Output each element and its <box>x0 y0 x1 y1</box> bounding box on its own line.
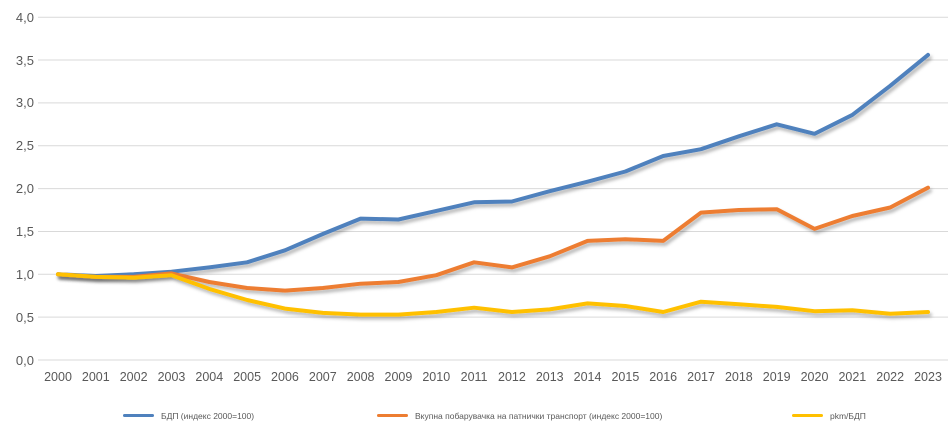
series-line-bdp <box>56 52 930 278</box>
y-axis-tick-label: 1,5 <box>15 223 34 239</box>
gridlines-layer <box>38 16 948 361</box>
y-axis-tick-label: 4,0 <box>15 9 34 25</box>
legend-label: pkm/БДП <box>830 410 866 421</box>
x-axis-tick-label: 2010 <box>422 370 451 384</box>
x-axis-tick-label: 2005 <box>233 370 262 384</box>
y-axis-tick-label: 1,0 <box>15 266 34 282</box>
x-axis-tick-label: 2003 <box>157 370 186 384</box>
x-axis-tick-label: 2009 <box>384 370 413 384</box>
x-axis-tick-label: 2006 <box>271 370 299 384</box>
x-axis-tick-label: 2002 <box>119 370 148 384</box>
legend-label: БДП (индекс 2000=100) <box>161 410 255 421</box>
legend-label: Вкупна побарувачка на патнички транспорт… <box>415 410 663 421</box>
series-layer <box>56 52 930 317</box>
x-axis-tick-label: 2004 <box>195 370 224 384</box>
y-axis-tick-label: 0,5 <box>15 309 34 325</box>
x-axis-tick-label: 2011 <box>460 370 488 384</box>
legend-swatch-bdp-icon <box>123 413 154 418</box>
y-axis-tick-label: 0,0 <box>15 352 34 368</box>
x-axis-tick-label: 2023 <box>914 370 942 384</box>
x-axis-tick-label: 2022 <box>876 370 905 384</box>
y-axis-tick-label: 3,5 <box>15 52 34 68</box>
x-axis-tick-label: 2000 <box>44 370 72 384</box>
series-line-pkm-gdp <box>56 272 930 317</box>
x-axis-tick-label: 2020 <box>800 370 829 384</box>
x-axis-tick-label: 2019 <box>762 370 791 384</box>
x-axis-tick-label: 2021 <box>838 370 867 384</box>
x-axis-tick-label: 2015 <box>611 370 640 384</box>
x-axis-tick-label: 2007 <box>308 370 337 384</box>
x-axis-tick-label: 2008 <box>346 370 375 384</box>
x-axis-tick-label: 2016 <box>649 370 678 384</box>
x-axis-tick-label: 2013 <box>535 370 564 384</box>
x-axis-tick-label: 2014 <box>573 370 602 384</box>
x-axis-tick-label: 2017 <box>687 370 715 384</box>
x-axis-tick-label: 2001 <box>81 370 110 384</box>
x-axis-tick-label: 2018 <box>724 370 753 384</box>
legend-swatch-pkm-gdp-icon <box>792 413 823 418</box>
legend-item-pkm-gdp: pkm/БДП <box>792 408 866 423</box>
y-axis-tick-label: 3,0 <box>15 95 34 111</box>
legend-item-bdp: БДП (индекс 2000=100) <box>123 408 254 423</box>
y-axis-tick-label: 2,0 <box>15 181 34 197</box>
legend-item-transport-demand: Вкупна побарувачка на патнички транспорт… <box>377 408 662 423</box>
legend-swatch-transport-demand-icon <box>377 413 408 418</box>
x-axis-tick-label: 2012 <box>498 370 526 384</box>
series-line-transport-demand <box>56 185 930 293</box>
y-axis-tick-label: 2,5 <box>15 138 34 154</box>
